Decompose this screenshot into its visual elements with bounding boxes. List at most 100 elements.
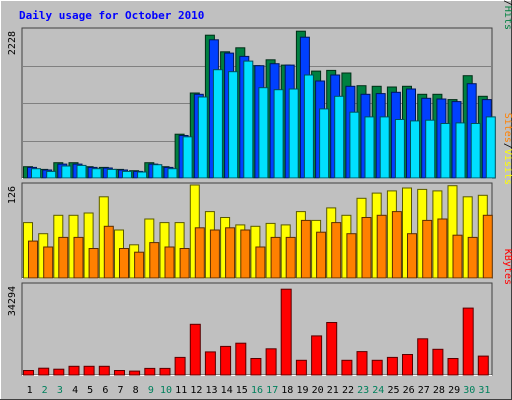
x-tick-label-day-19: 19 — [296, 385, 308, 396]
bar-kbytes-day-5 — [83, 365, 95, 376]
bar-pages-day-14 — [228, 71, 239, 179]
x-tick-label-day-18: 18 — [281, 385, 293, 396]
visits-panel: 126 Sites/Visits — [7, 113, 512, 279]
bar-kbytes-day-14 — [220, 345, 232, 376]
x-tick-label-day-28: 28 — [433, 385, 445, 396]
bar-kbytes-day-4 — [68, 365, 80, 376]
x-tick-label-day-4: 4 — [72, 385, 78, 396]
bar-sites-day-1 — [28, 240, 38, 279]
bar-kbytes-day-26 — [402, 354, 413, 376]
bar-pages-day-23 — [364, 116, 375, 179]
bar-sites-day-23 — [361, 217, 372, 279]
bar-sites-day-31 — [482, 214, 493, 279]
x-tick-label-day-27: 27 — [418, 385, 430, 396]
x-tick-label-day-8: 8 — [133, 385, 139, 396]
bar-sites-day-11 — [179, 248, 190, 279]
x-tick-label-day-10: 10 — [160, 385, 172, 396]
x-tick-label-day-30: 30 — [463, 385, 475, 396]
bar-pages-day-8 — [137, 171, 148, 179]
bar-sites-day-13 — [209, 229, 220, 279]
bar-kbytes-day-2 — [38, 367, 50, 376]
bar-pages-day-30 — [470, 123, 481, 179]
x-tick-label-day-21: 21 — [327, 385, 339, 396]
bar-sites-day-28 — [437, 218, 448, 279]
x-tick-label-day-13: 13 — [205, 385, 217, 396]
bar-kbytes-day-28 — [432, 348, 444, 376]
kbytes-panel: 34294 KBytes — [7, 249, 512, 376]
bar-sites-day-20 — [316, 231, 327, 279]
bar-sites-day-10 — [164, 246, 175, 279]
bar-kbytes-day-8 — [129, 370, 141, 376]
x-tick-label-day-9: 9 — [148, 385, 154, 396]
bar-kbytes-day-31 — [477, 355, 489, 376]
x-axis-tick-labels: 1 2 3 4 5 6 7 8 9 10 11 12 13 14 15 16 17 18 19 20 21 22 23 24 2… — [27, 385, 491, 396]
bar-pages-day-19 — [303, 74, 314, 179]
bar-pages-day-18 — [288, 88, 299, 179]
bar-sites-day-5 — [88, 248, 99, 279]
bar-sites-day-3 — [58, 236, 69, 279]
bar-kbytes-day-10 — [159, 367, 171, 376]
legend: KBytes — [502, 249, 512, 285]
bar-pages-day-16 — [258, 87, 269, 179]
bar-sites-day-6 — [103, 225, 114, 279]
x-tick-label-day-5: 5 — [87, 385, 93, 396]
bar-pages-day-1 — [31, 168, 41, 179]
bar-sites-day-18 — [285, 236, 296, 279]
bar-sites-day-17 — [270, 236, 281, 279]
bar-pages-day-11 — [182, 136, 193, 179]
x-tick-label-day-2: 2 — [42, 385, 48, 396]
bar-kbytes-day-15 — [235, 342, 247, 376]
x-tick-label-day-1: 1 — [27, 385, 33, 396]
legend-entry-visits: Visits — [502, 149, 512, 185]
legend: Pages/Files/Hits — [502, 0, 512, 30]
bar-pages-day-20 — [319, 108, 330, 179]
x-tick-label-day-15: 15 — [236, 385, 248, 396]
bar-kbytes-day-11 — [174, 356, 186, 376]
bar-sites-day-30 — [467, 236, 478, 279]
bar-kbytes-day-7 — [114, 370, 125, 376]
x-tick-label-day-3: 3 — [57, 385, 63, 396]
bar-kbytes-day-21 — [326, 322, 338, 376]
bar-kbytes-day-1 — [23, 370, 34, 376]
bar-sites-day-29 — [452, 234, 463, 279]
bar-pages-day-31 — [485, 116, 496, 179]
bar-sites-day-26 — [407, 233, 417, 279]
bar-pages-day-12 — [197, 96, 208, 179]
x-tick-label-day-14: 14 — [221, 385, 233, 396]
legend: Sites/Visits — [502, 113, 512, 185]
bar-sites-day-12 — [194, 227, 205, 279]
bar-sites-day-14 — [225, 227, 236, 279]
x-tick-label-day-25: 25 — [387, 385, 399, 396]
bar-pages-day-9 — [152, 164, 163, 179]
bar-sites-day-22 — [346, 233, 357, 279]
bar-sites-day-9 — [149, 242, 160, 279]
y-max-label: 34294 — [7, 286, 18, 316]
x-tick-label-day-7: 7 — [117, 385, 123, 396]
bar-kbytes-day-13 — [204, 351, 216, 376]
bar-pages-day-2 — [46, 170, 57, 179]
bar-pages-day-5 — [91, 168, 102, 179]
bar-pages-day-3 — [61, 165, 72, 179]
bar-sites-day-8 — [134, 251, 145, 279]
bar-kbytes-day-23 — [356, 351, 368, 376]
bar-sites-day-21 — [331, 222, 342, 279]
bar-kbytes-day-18 — [280, 288, 292, 376]
x-tick-label-day-22: 22 — [342, 385, 354, 396]
bar-kbytes-day-6 — [98, 365, 110, 376]
x-tick-label-day-26: 26 — [403, 385, 415, 396]
bar-pages-day-29 — [455, 122, 466, 179]
bar-pages-day-13 — [212, 69, 223, 179]
bar-pages-day-10 — [167, 168, 178, 179]
bar-kbytes-day-24 — [371, 359, 383, 376]
bar-pages-day-21 — [334, 95, 345, 179]
bar-pages-day-24 — [379, 116, 390, 179]
bar-kbytes-day-16 — [250, 358, 262, 376]
bar-sites-day-15 — [240, 229, 251, 279]
y-max-label: 126 — [7, 186, 18, 204]
chart-panels: 2228Pages/Files/Hits126Sites/Visits34294… — [7, 0, 512, 376]
bar-pages-day-25 — [394, 119, 405, 179]
x-tick-label-day-31: 31 — [478, 385, 490, 396]
bar-sites-day-4 — [73, 236, 84, 279]
bar-pages-day-17 — [273, 89, 284, 179]
